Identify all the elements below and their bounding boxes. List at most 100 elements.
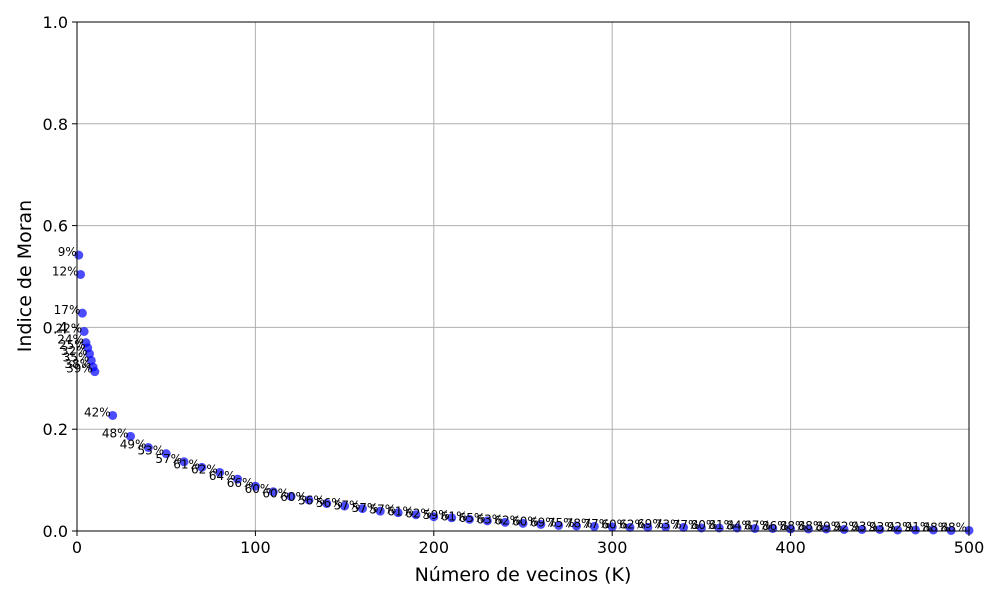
data-point (340, 501, 350, 511)
data-point (215, 467, 225, 477)
data-point-label: 57% (352, 501, 379, 515)
data-point-label: 61% (441, 509, 468, 523)
data-point-label: 60% (512, 514, 539, 528)
data-point-label: 61% (387, 505, 414, 519)
x-tick-label: 400 (775, 538, 806, 557)
data-point-label: 59% (423, 508, 450, 522)
x-tick-label: 300 (597, 538, 628, 557)
data-point-label: 77% (584, 517, 611, 531)
x-tick-label: 500 (954, 538, 985, 557)
data-point-label: 77% (673, 518, 700, 532)
data-point-label: 62% (405, 507, 432, 521)
data-point-label: 48% (102, 426, 129, 440)
data-point-label: 12% (52, 264, 79, 278)
data-point (875, 524, 885, 534)
data-point-label: 78% (566, 516, 593, 530)
data-point-label: 92% (887, 520, 914, 534)
data-point (910, 525, 920, 535)
data-point (500, 517, 510, 527)
data-point (643, 522, 653, 532)
data-point-label: 32% (61, 344, 88, 358)
data-point (375, 506, 385, 516)
data-point (447, 513, 457, 523)
data-point-label: 39% (66, 362, 93, 376)
data-point-label: 65% (459, 511, 486, 525)
data-point-label: 87% (744, 518, 771, 532)
data-point-label: 60% (280, 490, 307, 504)
data-point (518, 518, 528, 528)
data-point (732, 523, 742, 533)
data-point-labels: 9%12%17%22%24%25%32%35%38%39%42%48%49%53… (52, 245, 967, 534)
data-point (197, 462, 207, 472)
data-point (76, 269, 86, 279)
data-point (714, 523, 724, 533)
data-point (696, 523, 706, 533)
data-point-label: 38% (64, 357, 91, 371)
data-point (839, 524, 849, 534)
data-point-label: 17% (54, 303, 81, 317)
data-point (429, 512, 439, 522)
data-point-label: 80% (691, 518, 718, 532)
data-point-label: 9% (58, 245, 77, 259)
data-point-label: 88% (798, 519, 825, 533)
data-point-label: 60% (262, 486, 289, 500)
data-point-label: 66% (227, 476, 254, 490)
data-point-label: 57% (369, 503, 396, 517)
data-point (464, 514, 474, 524)
data-point (893, 525, 903, 535)
data-point-label: 60% (245, 482, 272, 496)
data-point-label: 93% (869, 520, 896, 534)
data-point (607, 522, 617, 532)
y-tick-label: 1.0 (43, 13, 68, 32)
data-point (90, 367, 100, 377)
data-point-label: 86% (762, 519, 789, 533)
y-tick-label: 0.2 (43, 420, 68, 439)
data-point (161, 449, 171, 459)
data-point (393, 508, 403, 518)
data-point-label: 89% (815, 519, 842, 533)
data-point-label: 49% (120, 438, 147, 452)
data-point-label: 22% (55, 321, 82, 335)
data-point-label: 25% (59, 338, 86, 352)
data-point-label: 92% (833, 519, 860, 533)
y-tick-label: 0.8 (43, 115, 68, 134)
data-point-label: 63% (476, 512, 503, 526)
y-tick-label: 0.0 (43, 522, 68, 541)
data-point-label: 73% (655, 517, 682, 531)
data-point-label: 91% (905, 520, 932, 534)
data-point (304, 495, 314, 505)
y-axis-ticks: 0.0 0.2 0.4 0.6 0.8 1.0 (43, 13, 77, 541)
data-point-label: 69% (637, 517, 664, 531)
x-tick-label: 200 (419, 538, 450, 557)
data-point-label: 84% (726, 518, 753, 532)
data-point (108, 410, 118, 420)
data-point-label: 69% (530, 515, 557, 529)
data-point-label: 62% (619, 517, 646, 531)
data-point (589, 521, 599, 531)
data-point-label: 88% (780, 519, 807, 533)
data-point-label: 60% (601, 517, 628, 531)
data-point-label: 62% (191, 462, 218, 476)
data-point-label: 57% (334, 499, 361, 513)
data-point (661, 522, 671, 532)
data-point-label: 75% (548, 516, 575, 530)
y-tick-label: 0.6 (43, 217, 68, 236)
data-point-label: 57% (155, 452, 182, 466)
x-tick-label: 100 (240, 538, 271, 557)
data-point-label: 81% (708, 518, 735, 532)
data-point-label: 42% (84, 405, 111, 419)
data-point (411, 510, 421, 520)
data-point-label: 56% (316, 496, 343, 510)
plot-frame (76, 21, 970, 532)
data-point (286, 491, 296, 501)
data-point-label: 93% (851, 519, 878, 533)
data-point (928, 525, 938, 535)
x-tick-label: 0 (72, 538, 82, 557)
data-point (857, 524, 867, 534)
data-point (143, 443, 153, 453)
data-point-label: 61% (173, 457, 200, 471)
data-point (233, 474, 243, 484)
y-axis-label: Indice de Moran (14, 200, 36, 352)
data-point (536, 519, 546, 529)
